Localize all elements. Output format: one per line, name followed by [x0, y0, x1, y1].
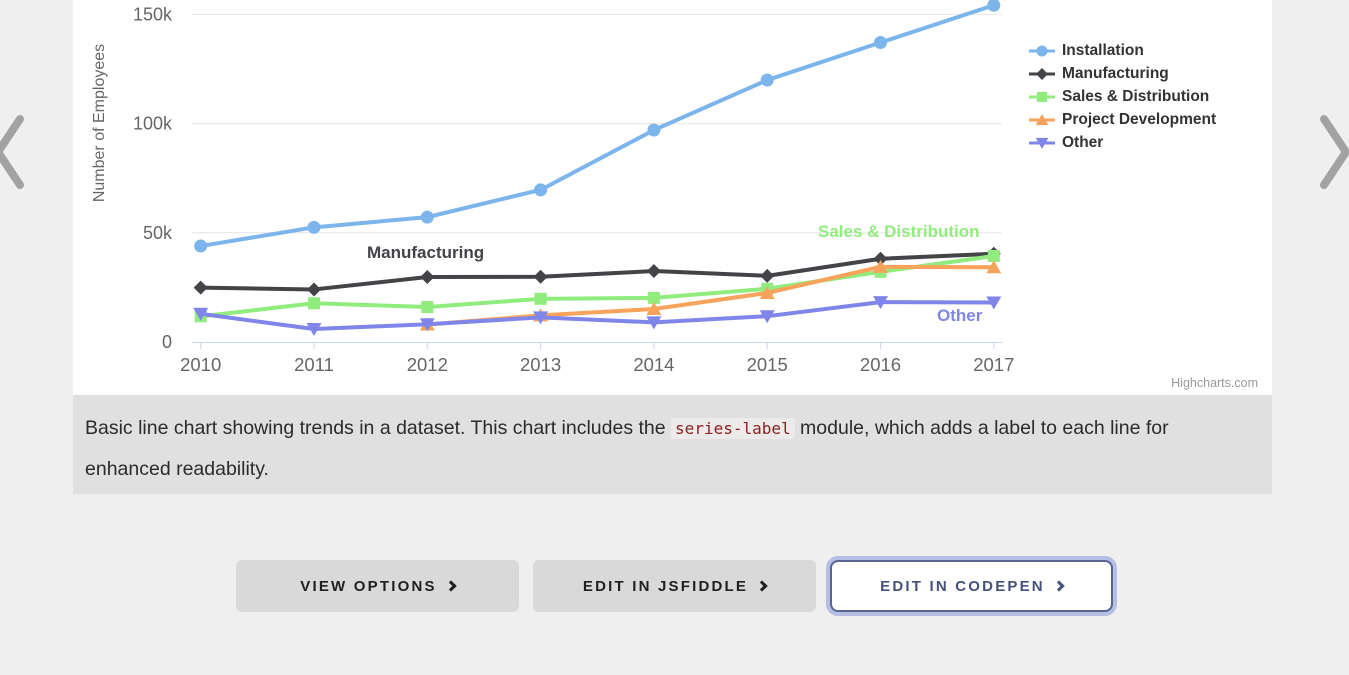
series-line — [198, 300, 996, 332]
series-label-sales-distribution: Sales & Distribution — [818, 222, 980, 241]
legend-item-other[interactable]: Other — [1029, 131, 1216, 154]
edit-in-codepen-button[interactable]: EDIT IN CODEPEN — [830, 560, 1113, 612]
chevron-left-icon — [0, 115, 24, 189]
legend-item-project-development[interactable]: Project Development — [1029, 108, 1216, 131]
view-options-button[interactable]: VIEW OPTIONS — [236, 560, 519, 612]
legend-label: Project Development — [1062, 110, 1217, 128]
x-tick-label: 2015 — [747, 354, 788, 375]
series-label-manufacturing: Manufacturing — [367, 243, 485, 262]
legend-label: Manufacturing — [1062, 64, 1169, 82]
series-line — [198, 253, 996, 319]
chevron-right-icon — [1053, 580, 1065, 592]
chart-legend: Installation Manufacturing Sales & Distrib… — [1029, 39, 1216, 154]
x-tick-label: 2011 — [294, 354, 334, 375]
legend-item-installation[interactable]: Installation — [1029, 39, 1216, 62]
line-chart-canvas: 0 50k 100k 150k 2010 2011 2012 2013 2014 2015 2016… — [91, 0, 1014, 375]
legend-marker-icon — [1029, 67, 1055, 80]
series-line — [198, 3, 996, 249]
series-label-other: Other — [937, 306, 983, 325]
chart-description: Basic line chart showing trends in a dat… — [73, 395, 1272, 494]
x-tick-label: 2017 — [973, 354, 1014, 375]
x-tick-label: 2014 — [633, 354, 674, 375]
chevron-right-icon — [756, 580, 768, 592]
legend-label: Installation — [1062, 41, 1144, 59]
x-tick-label: 2013 — [520, 354, 561, 375]
chart-slide: 0 50k 100k 150k 2010 2011 2012 2013 2014 2015 2016… — [73, 0, 1272, 494]
carousel-next-button[interactable] — [1318, 114, 1349, 190]
x-tick-label: 2010 — [180, 354, 221, 375]
y-tick-label: 0 — [162, 332, 172, 352]
y-axis-title: Number of Employees — [91, 44, 108, 202]
chevron-right-icon — [445, 580, 457, 592]
chart-figure: 0 50k 100k 150k 2010 2011 2012 2013 2014 2015 2016… — [73, 0, 1272, 395]
series-line — [198, 251, 996, 292]
edit-in-jsfiddle-button[interactable]: EDIT IN JSFIDDLE — [533, 560, 816, 612]
caption-text-before: Basic line chart showing trends in a dat… — [85, 417, 672, 439]
inline-code: series-label — [671, 418, 795, 439]
legend-item-manufacturing[interactable]: Manufacturing — [1029, 62, 1216, 85]
edit-in-jsfiddle-label: EDIT IN JSFIDDLE — [582, 577, 749, 595]
legend-marker-icon — [1029, 137, 1055, 149]
chevron-right-icon — [1320, 115, 1349, 189]
y-tick-label: 100k — [133, 114, 173, 134]
caption-text-after: module, which adds a label to each line … — [85, 417, 1169, 480]
legend-marker-icon — [1029, 113, 1055, 125]
edit-in-codepen-label: EDIT IN CODEPEN — [880, 577, 1045, 595]
carousel-prev-button[interactable] — [0, 114, 26, 190]
legend-marker-icon — [1029, 44, 1055, 57]
y-tick-label: 150k — [133, 4, 173, 24]
highcharts-credits-link[interactable]: Highcharts.com — [1171, 376, 1258, 390]
legend-label: Other — [1062, 133, 1104, 151]
legend-item-sales-distribution[interactable]: Sales & Distribution — [1029, 85, 1216, 108]
demo-actions: VIEW OPTIONS EDIT IN JSFIDDLE EDIT IN CO… — [0, 560, 1349, 612]
legend-marker-icon — [1029, 91, 1055, 102]
legend-label: Sales & Distribution — [1062, 87, 1210, 105]
x-tick-label: 2016 — [860, 354, 901, 375]
y-tick-label: 50k — [143, 223, 173, 243]
x-tick-label: 2012 — [407, 354, 448, 375]
view-options-label: VIEW OPTIONS — [300, 577, 437, 595]
